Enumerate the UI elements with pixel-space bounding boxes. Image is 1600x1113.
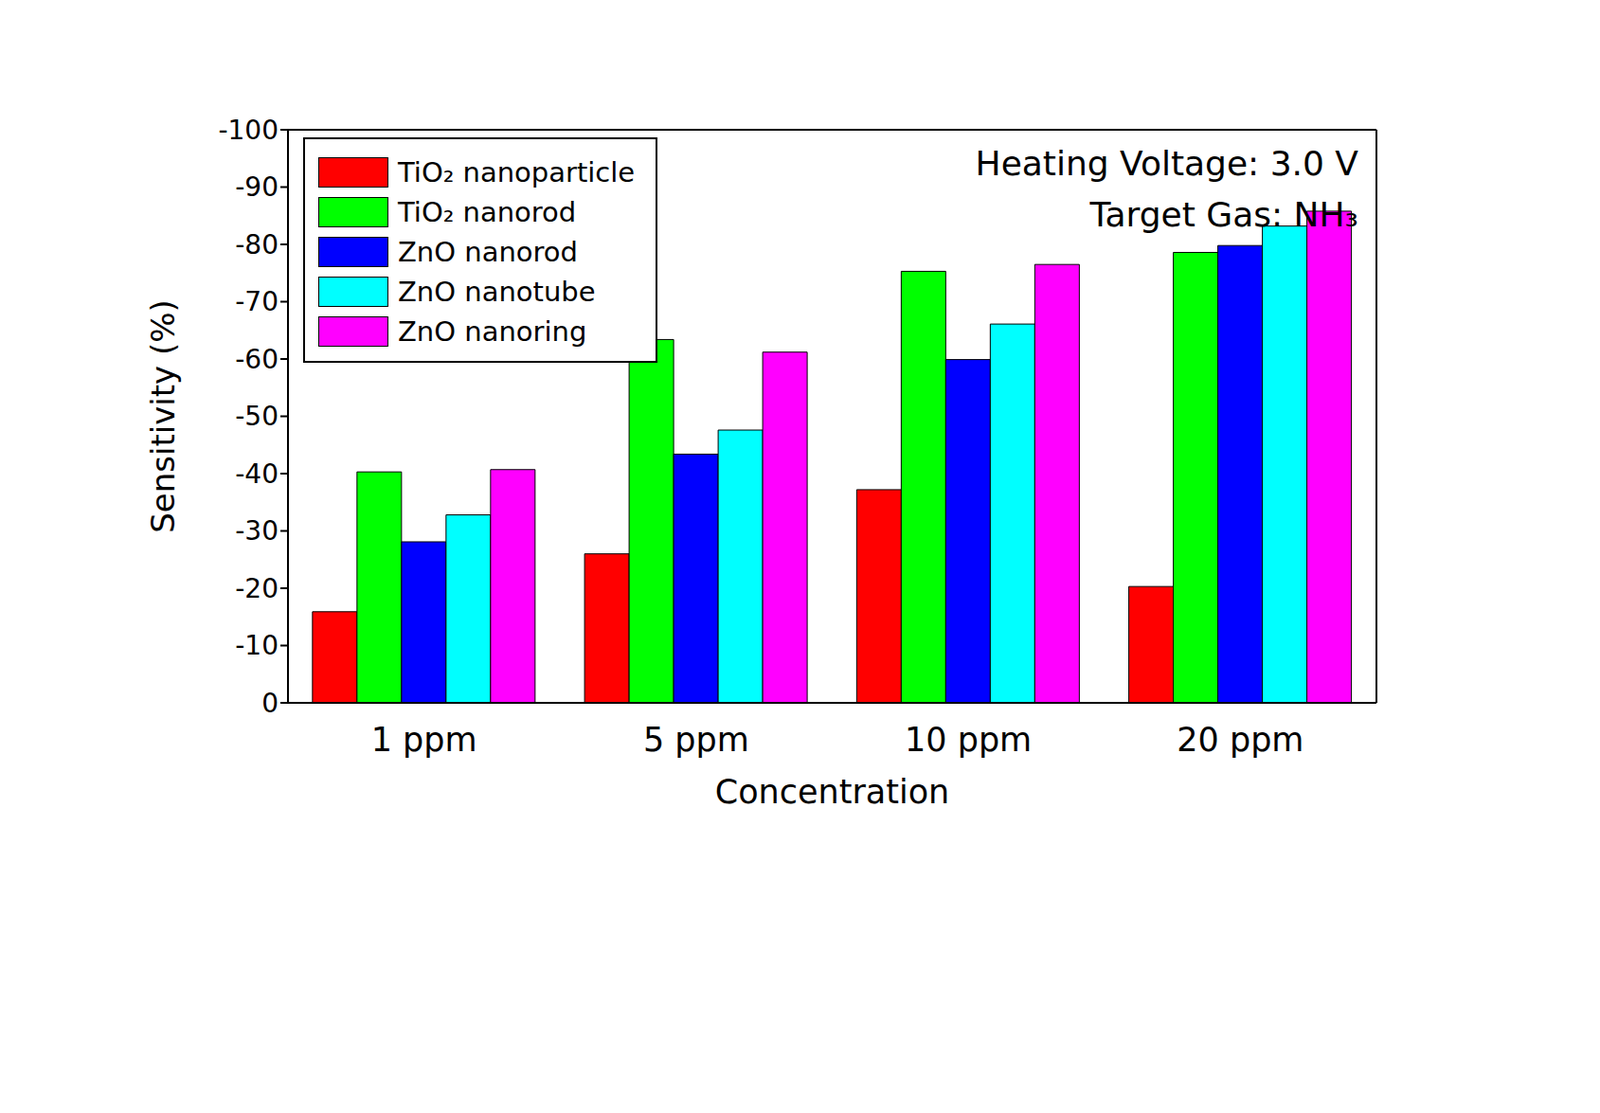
svg-text:-40: -40 [234,458,279,490]
svg-text:Sensitivity (%): Sensitivity (%) [143,299,182,534]
svg-text:-20: -20 [234,573,279,605]
svg-text:10 ppm: 10 ppm [904,720,1032,759]
svg-text:-80: -80 [234,229,279,261]
html-text:Heating Voltage: 3.0 V: Heating Voltage: 3.0 V [975,143,1359,183]
svg-text:-10: -10 [234,629,279,662]
svg-text:-50: -50 [234,400,279,432]
svg-text:20 ppm: 20 ppm [1176,720,1304,759]
svg-text:-60: -60 [234,343,279,376]
html-text:ZnO nanorod: ZnO nanorod [397,235,578,269]
html-text:ZnO nanoring: ZnO nanoring [397,315,587,348]
svg-text:-100: -100 [217,114,279,146]
html-text:ZnO nanotube: ZnO nanotube [397,275,596,308]
html-text:TiO₂ nanorod: TiO₂ nanorod [397,196,577,229]
svg-text:-70: -70 [234,286,279,318]
svg-text:-30: -30 [234,515,279,547]
svg-text:0: 0 [261,687,279,720]
html-text:TiO₂ nanoparticle: TiO₂ nanoparticle [397,156,635,189]
svg-text:Concentration: Concentration [715,773,951,811]
svg-text:5 ppm: 5 ppm [643,720,750,759]
html-text:Target Gas: NH₃: Target Gas: NH₃ [1089,195,1359,234]
svg-text:-90: -90 [234,171,279,203]
svg-text:1 ppm: 1 ppm [371,720,478,759]
